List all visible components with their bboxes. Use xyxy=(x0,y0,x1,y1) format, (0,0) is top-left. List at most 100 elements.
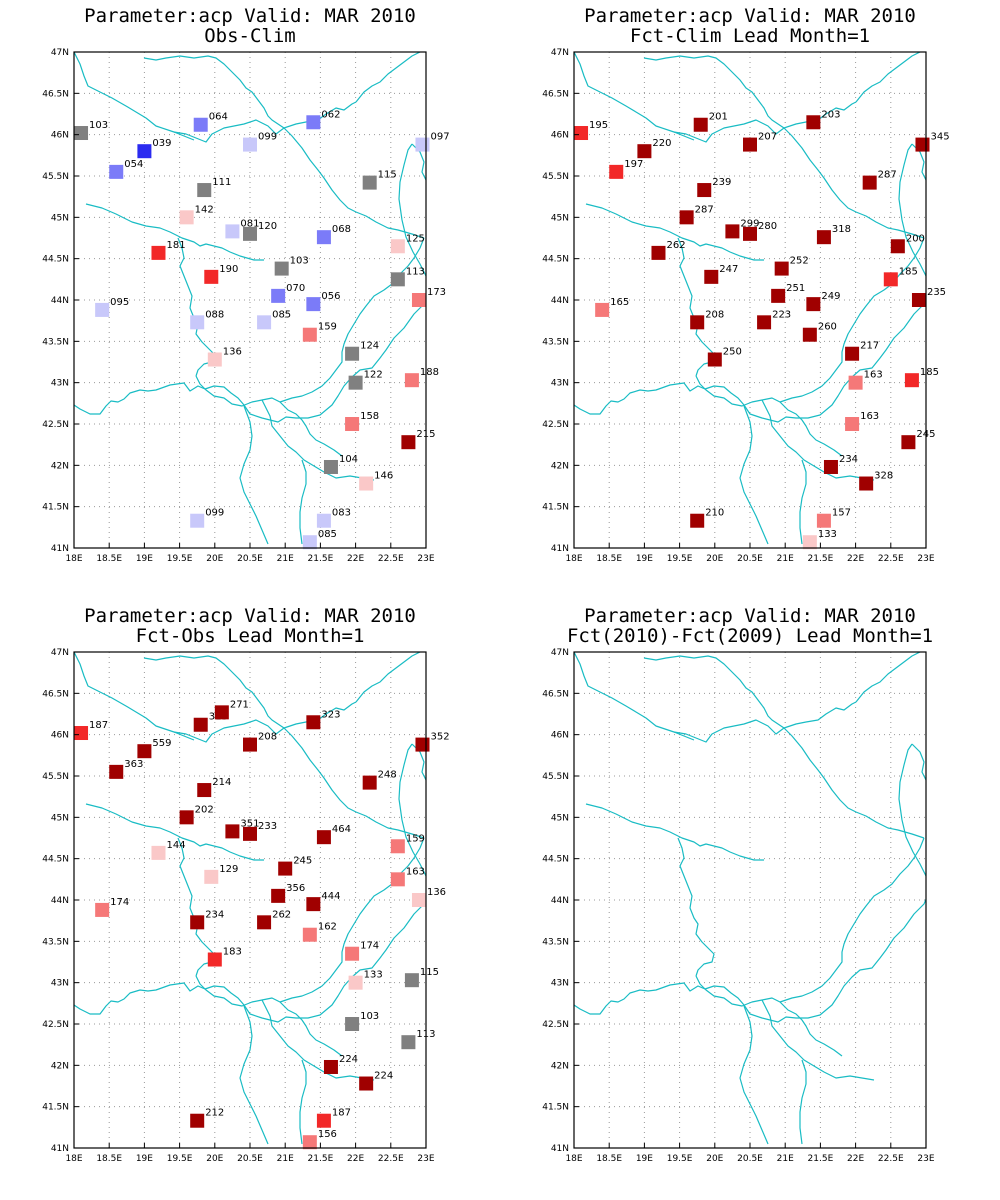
station-marker: 287 xyxy=(679,204,714,225)
station-value-label: 136 xyxy=(223,347,242,358)
x-tick-label: 18.5E xyxy=(96,1154,122,1164)
station-marker: 056 xyxy=(306,291,340,312)
y-tick-label: 44N xyxy=(51,296,69,306)
station-value-label: 129 xyxy=(219,864,238,875)
station-value-label: 081 xyxy=(240,218,259,229)
station-marker: 345 xyxy=(915,132,950,152)
station-value-label: 249 xyxy=(821,291,840,302)
x-tick-label: 20E xyxy=(706,554,723,564)
station-value-label: 163 xyxy=(406,866,425,877)
station-value-label: 195 xyxy=(589,120,608,131)
station-square xyxy=(274,261,289,276)
station-marker: 156 xyxy=(302,1129,337,1150)
station-square xyxy=(743,226,757,241)
station-square xyxy=(901,435,916,450)
station-value-label: 054 xyxy=(124,159,143,170)
x-tick-label: 21.5E xyxy=(308,1154,334,1164)
station-value-label: 039 xyxy=(152,138,171,149)
station-value-label: 159 xyxy=(318,322,337,333)
y-tick-label: 44N xyxy=(51,896,69,906)
station-marker: 352 xyxy=(415,732,450,752)
station-square xyxy=(204,869,219,884)
station-marker: 173 xyxy=(411,287,446,307)
station-marker: 174 xyxy=(345,941,379,961)
y-tick-label: 42.5N xyxy=(42,1020,69,1030)
station-marker: 559 xyxy=(137,738,171,759)
map-panel-4: Parameter:acp Valid: MAR 2010Fct(2010)-F… xyxy=(542,605,935,1164)
y-tick-label: 41.5N xyxy=(542,503,569,513)
station-marker: 234 xyxy=(190,909,224,930)
station-value-label: 210 xyxy=(705,508,724,519)
y-tick-label: 43N xyxy=(51,379,69,389)
station-value-label: 208 xyxy=(705,309,724,320)
y-tick-label: 41.5N xyxy=(42,1103,69,1113)
station-square xyxy=(306,897,321,912)
station-value-label: 088 xyxy=(205,309,224,320)
station-value-label: 262 xyxy=(666,240,685,251)
station-value-label: 239 xyxy=(712,177,731,188)
station-value-label: 220 xyxy=(652,138,671,149)
map-panel-1: Parameter:acp Valid: MAR 2010Obs-Clim103… xyxy=(42,5,449,564)
y-tick-label: 41N xyxy=(551,544,569,554)
panel-title-line2: Obs-Clim xyxy=(204,25,296,47)
station-square xyxy=(609,164,624,179)
station-square xyxy=(725,224,740,239)
station-value-label: 234 xyxy=(839,454,858,465)
station-marker: 185 xyxy=(904,367,939,388)
station-square xyxy=(190,915,205,930)
station-square xyxy=(862,175,877,190)
station-marker: 103 xyxy=(74,120,108,141)
y-tick-label: 42.5N xyxy=(542,420,569,430)
y-tick-label: 41N xyxy=(51,1144,69,1154)
x-tick-label: 22.5E xyxy=(878,554,904,564)
station-marker: 081 xyxy=(225,218,259,239)
station-value-label: 174 xyxy=(360,941,379,952)
panel-title-line2: Fct-Clim Lead Month=1 xyxy=(630,25,870,47)
station-marker: 158 xyxy=(345,411,379,431)
station-square xyxy=(151,245,166,260)
station-square xyxy=(359,476,374,491)
station-value-label: 352 xyxy=(430,732,449,743)
y-tick-label: 46N xyxy=(51,731,69,741)
station-marker: 124 xyxy=(345,341,379,361)
station-square xyxy=(774,261,789,276)
station-square xyxy=(323,1059,338,1074)
panel-title-line1: Parameter:acp Valid: MAR 2010 xyxy=(584,5,916,27)
station-square xyxy=(207,952,222,967)
x-tick-label: 22E xyxy=(347,554,364,564)
station-value-label: 144 xyxy=(166,840,185,851)
station-marker: 113 xyxy=(390,266,425,287)
station-square xyxy=(190,315,205,330)
station-marker: 212 xyxy=(190,1108,224,1128)
station-value-label: 201 xyxy=(709,112,728,123)
station-square xyxy=(345,946,360,961)
station-value-label: 062 xyxy=(321,109,340,120)
x-tick-label: 19E xyxy=(136,1154,153,1164)
station-square xyxy=(404,373,419,388)
y-tick-label: 47N xyxy=(51,48,69,58)
station-marker: 197 xyxy=(609,159,643,179)
station-value-label: 185 xyxy=(920,367,939,378)
x-tick-label: 22.5E xyxy=(378,554,404,564)
station-marker: 157 xyxy=(816,508,851,528)
y-tick-label: 44.5N xyxy=(42,855,69,865)
station-marker: 187 xyxy=(74,720,108,741)
y-tick-label: 44.5N xyxy=(542,255,569,265)
station-value-label: 085 xyxy=(318,529,337,540)
y-tick-label: 43N xyxy=(51,979,69,989)
station-value-label: 287 xyxy=(695,204,714,215)
station-marker: 239 xyxy=(697,177,731,198)
station-square xyxy=(95,902,110,917)
station-value-label: 217 xyxy=(860,341,879,352)
station-marker: 039 xyxy=(137,138,171,159)
station-square xyxy=(390,239,405,254)
station-marker: 181 xyxy=(151,240,186,260)
station-square xyxy=(390,872,405,887)
station-square xyxy=(302,327,317,342)
station-value-label: 163 xyxy=(864,370,883,381)
station-square xyxy=(915,137,930,152)
station-value-label: 190 xyxy=(219,264,238,275)
x-tick-label: 18E xyxy=(565,1154,582,1164)
station-value-label: 248 xyxy=(378,770,397,781)
